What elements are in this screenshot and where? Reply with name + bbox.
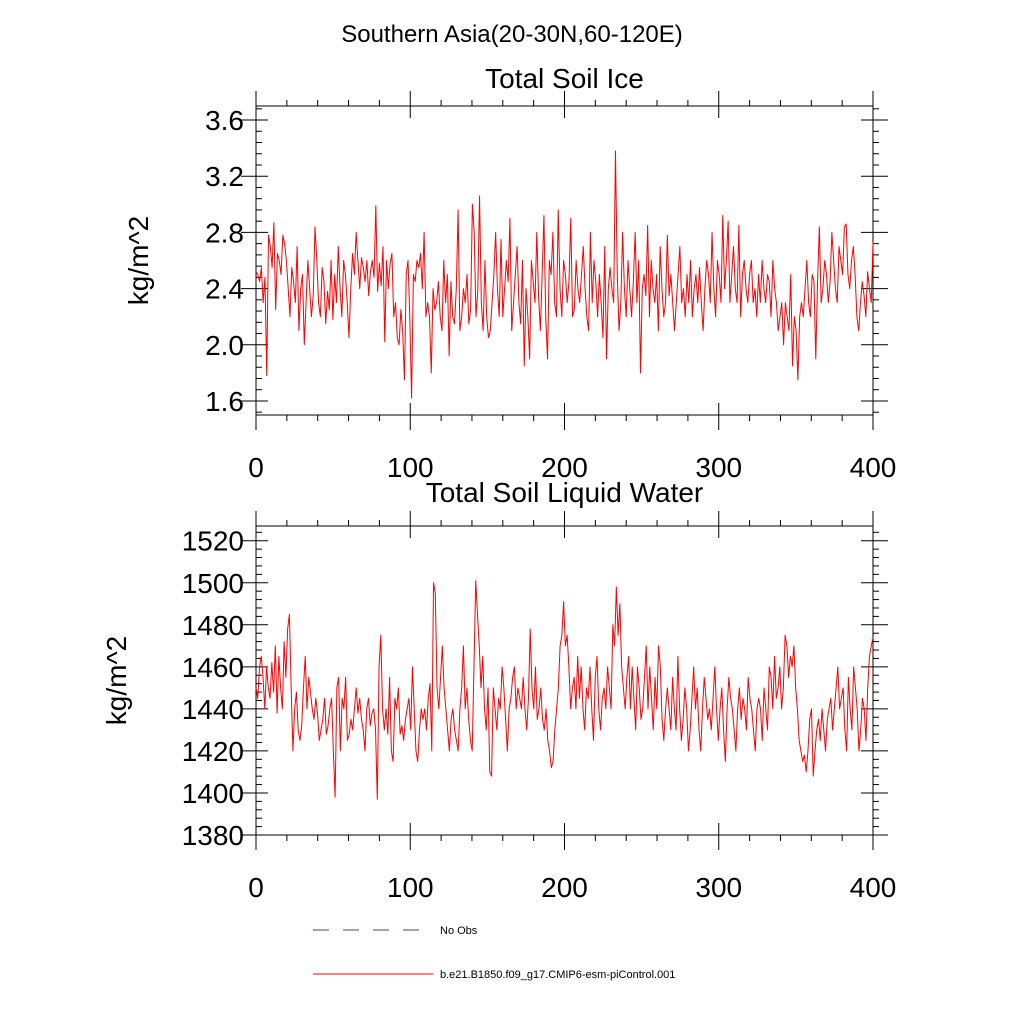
plot-panel-total-soil-ice: 0 100 200 300 400 1.6 2.0 2.4 2.8 3.2 3.6 Total Soi… [123, 63, 896, 483]
y-tick-label: 1.6 [205, 386, 244, 417]
x-tick-label: 200 [541, 872, 588, 903]
y-tick-label: 1480 [182, 610, 244, 641]
y-tick-label: 1400 [182, 778, 244, 809]
legend-label-no-obs: No Obs [440, 925, 478, 937]
legend: No Obs b.e21.B1850.f09_g17.CMIP6-esm-piC… [313, 925, 675, 981]
x-tick-label: 400 [850, 872, 897, 903]
series-line [255, 150, 874, 399]
x-tick-label: 0 [248, 872, 264, 903]
y-tick-label: 1440 [182, 694, 244, 725]
x-tick-label: 300 [695, 452, 742, 483]
x-tick-label: 100 [387, 872, 434, 903]
y-axis-label: kg/m^2 [101, 636, 132, 725]
series-line [255, 580, 874, 800]
legend-item-model-run: b.e21.B1850.f09_g17.CMIP6-esm-piControl.… [313, 969, 675, 981]
plot-title: Total Soil Ice [485, 63, 644, 94]
plot-title: Total Soil Liquid Water [426, 477, 704, 508]
y-tick-label: 2.4 [205, 274, 244, 305]
x-tick-label: 100 [387, 452, 434, 483]
y-tick-label: 1420 [182, 736, 244, 767]
y-tick-label: 3.2 [205, 161, 244, 192]
plot-frame [255, 105, 874, 416]
x-tick-label: 300 [695, 872, 742, 903]
x-tick-label: 400 [850, 452, 897, 483]
y-axis-label: kg/m^2 [123, 216, 154, 305]
y-tick-label: 1460 [182, 652, 244, 683]
y-tick-label: 1520 [182, 526, 244, 557]
plot-panel-total-soil-liquid-water: 0 100 200 300 400 1380 1400 1420 1440 1460 1480 150… [101, 477, 896, 903]
figure-title: Southern Asia(20-30N,60-120E) [341, 21, 683, 48]
y-tick-label: 1380 [182, 820, 244, 851]
legend-item-no-obs: No Obs [313, 925, 478, 937]
x-tick-label: 0 [248, 452, 264, 483]
y-tick-label: 1500 [182, 568, 244, 599]
y-tick-label: 2.0 [205, 330, 244, 361]
x-tick-label: 200 [541, 452, 588, 483]
legend-label-model-run: b.e21.B1850.f09_g17.CMIP6-esm-piControl.… [440, 969, 675, 981]
y-tick-label: 3.6 [205, 105, 244, 136]
y-tick-label: 2.8 [205, 217, 244, 248]
